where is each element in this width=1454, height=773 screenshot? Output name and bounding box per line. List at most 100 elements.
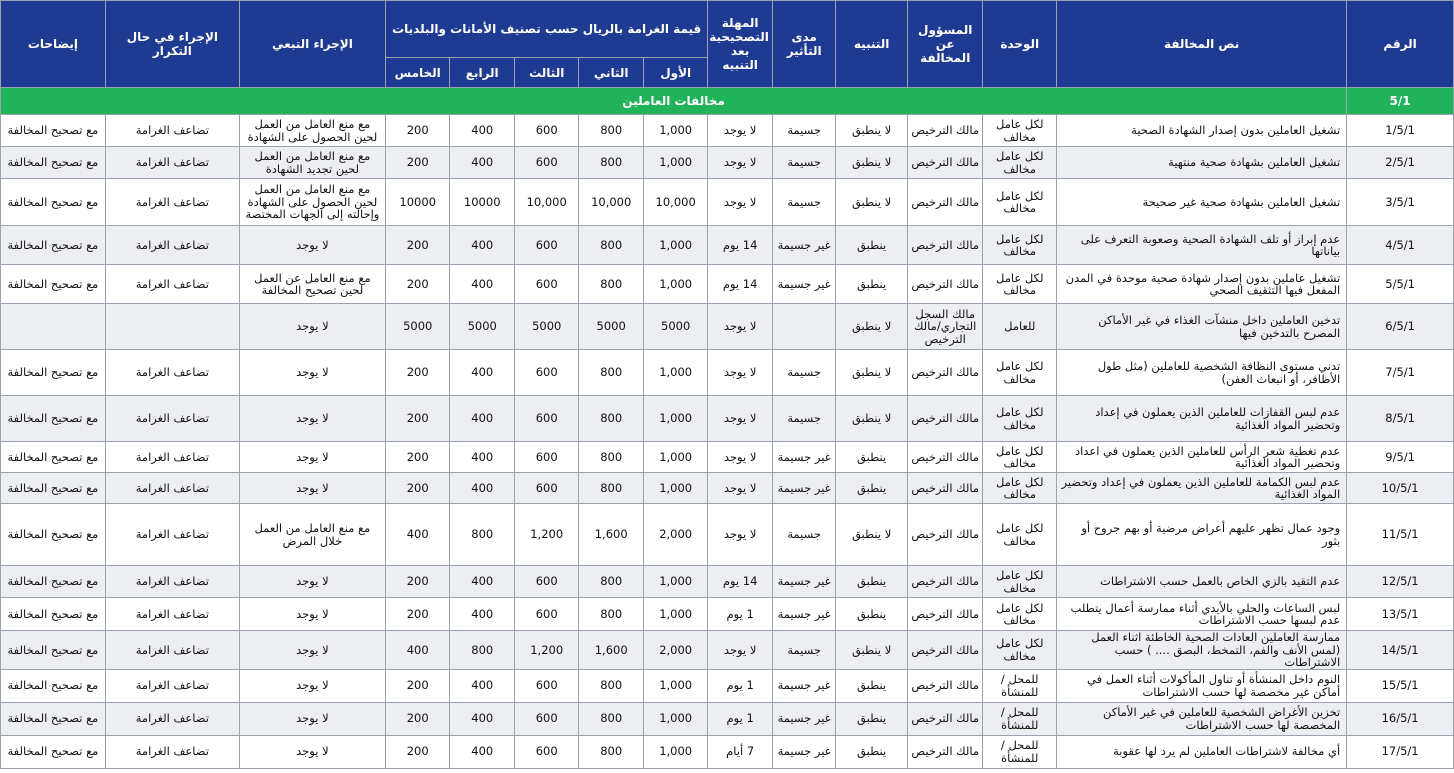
cell-fine-fifth: 200	[384, 264, 451, 304]
cell-repeat: تضاعف الغرامة	[104, 597, 240, 631]
cell-fine-second: 800	[578, 114, 644, 147]
cell-correction-period: 1 يوم	[707, 701, 773, 736]
cell-notes: مع تصحيح المخالفة	[0, 565, 106, 598]
cell-impact: غير جسيمة	[771, 472, 837, 504]
cell-impact: جسيمة	[771, 503, 837, 566]
cell-responsible: مالك الترخيص	[906, 734, 984, 769]
cell-violation-text: لبس الساعات والحلي بالأيدي أثناء ممارسة …	[1056, 597, 1348, 631]
header-impact: مدى التأثير	[771, 0, 837, 88]
cell-fine-fourth: 400	[449, 734, 515, 769]
cell-fine-fifth: 200	[384, 225, 451, 265]
cell-violation-text: النوم داخل المنشأة أو تناول المأكولات أث…	[1056, 668, 1348, 703]
cell-notes: مع تصحيح المخالفة	[0, 701, 106, 736]
cell-violation-text: تشغيل عاملين بدون إصدار شهادة صحية موحدة…	[1056, 264, 1348, 304]
cell-warning: لا ينطبق	[835, 114, 908, 147]
cell-followup: لا يوجد	[238, 441, 386, 473]
cell-impact	[771, 303, 837, 350]
cell-correction-period: 7 أيام	[707, 734, 773, 769]
cell-number: 5/5/1	[1346, 264, 1454, 304]
cell-repeat: تضاعف الغرامة	[104, 441, 240, 473]
cell-notes: مع تصحيح المخالفة	[0, 472, 106, 504]
cell-correction-period: لا يوجد	[707, 303, 773, 350]
cell-violation-text: عدم تغطية شعر الرأس للعاملين الذين يعملو…	[1056, 441, 1348, 473]
cell-repeat: تضاعف الغرامة	[104, 701, 240, 736]
cell-fine-third: 600	[513, 395, 580, 442]
cell-violation-text: عدم لبس الكمامة للعاملين الذين يعملون في…	[1056, 472, 1348, 504]
cell-notes: مع تصحيح المخالفة	[0, 597, 106, 631]
cell-impact: جسيمة	[771, 114, 837, 147]
cell-followup: مع منع العامل من العمل لحين الحصول على ا…	[238, 178, 386, 226]
table-row: 14/5/1 ممارسة العاملين العادات الصحية الخ…	[0, 630, 1454, 670]
section-number: 5/1	[1346, 87, 1454, 115]
cell-repeat: تضاعف الغرامة	[104, 225, 240, 265]
cell-fine-third: 5000	[513, 303, 580, 350]
header-notes: إيضاحات	[0, 0, 106, 88]
cell-number: 12/5/1	[1346, 565, 1454, 598]
table-header: الرقم نص المخالفة الوحدة المسؤول عن المخ…	[0, 0, 1454, 88]
header-unit: الوحدة	[982, 0, 1058, 88]
cell-unit: لكل عامل مخالف	[982, 146, 1058, 179]
cell-followup: لا يوجد	[238, 303, 386, 350]
cell-fine-second: 10,000	[578, 178, 644, 226]
cell-notes: مع تصحيح المخالفة	[0, 441, 106, 473]
header-followup: الإجراء التبعي	[238, 0, 386, 88]
cell-impact: غير جسيمة	[771, 225, 837, 265]
cell-fine-fourth: 400	[449, 225, 515, 265]
cell-fine-fifth: 5000	[384, 303, 451, 350]
cell-fine-fourth: 10000	[449, 178, 515, 226]
cell-fine-first: 2,000	[642, 630, 709, 670]
cell-repeat: تضاعف الغرامة	[104, 734, 240, 769]
cell-number: 4/5/1	[1346, 225, 1454, 265]
cell-responsible: مالك الترخيص	[906, 701, 984, 736]
cell-followup: مع منع العامل عن العمل لحين تصحيح المخال…	[238, 264, 386, 304]
cell-fine-third: 1,200	[513, 630, 580, 670]
cell-fine-fourth: 400	[449, 349, 515, 396]
cell-fine-fifth: 200	[384, 349, 451, 396]
cell-violation-text: تشغيل العاملين بشهادة صحية غير صحيحة	[1056, 178, 1348, 226]
cell-warning: ينطبق	[835, 225, 908, 265]
table-row: 12/5/1 عدم التقيد بالزي الخاص بالعمل حسب …	[0, 565, 1454, 598]
cell-number: 8/5/1	[1346, 395, 1454, 442]
cell-repeat: تضاعف الغرامة	[104, 264, 240, 304]
cell-unit: لكل عامل مخالف	[982, 441, 1058, 473]
cell-notes: مع تصحيح المخالفة	[0, 146, 106, 179]
cell-notes: مع تصحيح المخالفة	[0, 630, 106, 670]
cell-fine-second: 800	[578, 349, 644, 396]
cell-number: 13/5/1	[1346, 597, 1454, 631]
table-row: 10/5/1 عدم لبس الكمامة للعاملين الذين يعم…	[0, 472, 1454, 504]
cell-number: 14/5/1	[1346, 630, 1454, 670]
cell-number: 15/5/1	[1346, 668, 1454, 703]
cell-correction-period: لا يوجد	[707, 395, 773, 442]
cell-correction-period: 1 يوم	[707, 597, 773, 631]
cell-number: 9/5/1	[1346, 441, 1454, 473]
cell-violation-text: تدخين العاملين داخل منشآت الغذاء في غير …	[1056, 303, 1348, 350]
cell-repeat: تضاعف الغرامة	[104, 114, 240, 147]
cell-warning: ينطبق	[835, 734, 908, 769]
table-body: 5/1 مخالفات العاملين 1/5/1 تشغيل العاملين…	[0, 87, 1454, 769]
cell-fine-fifth: 400	[384, 503, 451, 566]
cell-fine-fifth: 200	[384, 701, 451, 736]
cell-number: 6/5/1	[1346, 303, 1454, 350]
cell-repeat: تضاعف الغرامة	[104, 565, 240, 598]
cell-unit: للمحل / للمنشأة	[982, 734, 1058, 769]
header-fine-third: الثالث	[513, 57, 580, 88]
cell-fine-fourth: 400	[449, 114, 515, 147]
cell-correction-period: 14 يوم	[707, 565, 773, 598]
cell-warning: لا ينطبق	[835, 178, 908, 226]
cell-fine-third: 1,200	[513, 503, 580, 566]
cell-fine-third: 600	[513, 225, 580, 265]
cell-fine-fourth: 800	[449, 503, 515, 566]
cell-notes: مع تصحيح المخالفة	[0, 114, 106, 147]
cell-correction-period: 14 يوم	[707, 225, 773, 265]
cell-notes	[0, 303, 106, 350]
cell-fine-fifth: 200	[384, 668, 451, 703]
cell-fine-second: 800	[578, 734, 644, 769]
cell-unit: لكل عامل مخالف	[982, 597, 1058, 631]
cell-violation-text: تشغيل العاملين بشهادة صحية منتهية	[1056, 146, 1348, 179]
cell-violation-text: تخزين الأغراض الشخصية للعاملين في غير ال…	[1056, 701, 1348, 736]
table-row: 8/5/1 عدم لبس القفازات للعاملين الذين يعم…	[0, 395, 1454, 442]
cell-fine-second: 800	[578, 565, 644, 598]
table-row: 17/5/1 أي مخالفة لاشتراطات العاملين لم ير…	[0, 734, 1454, 769]
cell-correction-period: لا يوجد	[707, 178, 773, 226]
